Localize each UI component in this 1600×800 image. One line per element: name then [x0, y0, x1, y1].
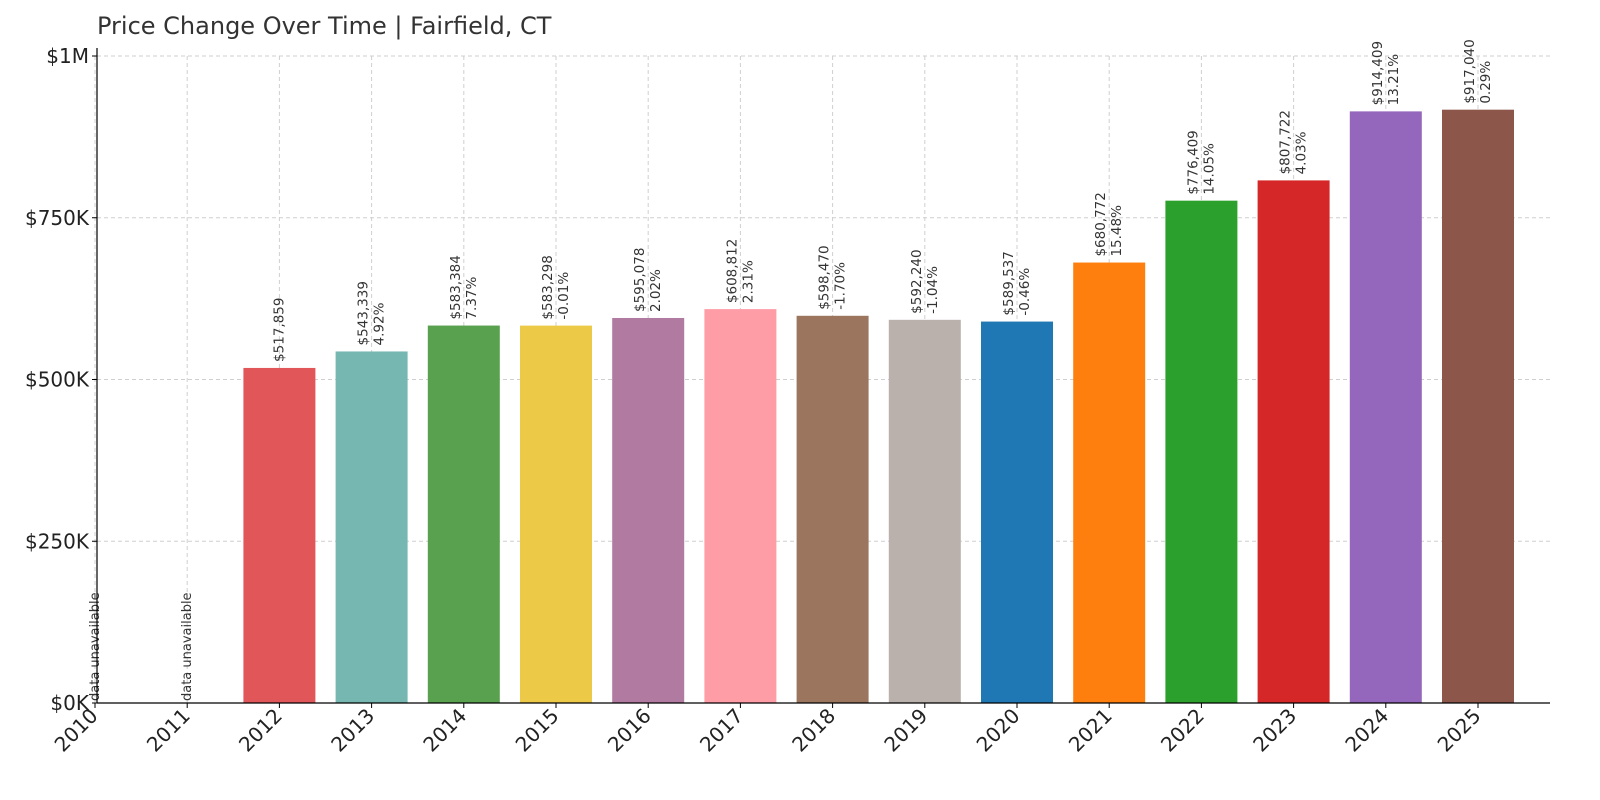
x-tick-label: 2024	[1340, 704, 1393, 757]
bar-2018	[796, 315, 869, 703]
x-tick-label: 2013	[326, 704, 379, 757]
value-label: $589,537	[1001, 251, 1017, 315]
y-tick-label: $500K	[25, 368, 90, 392]
bar-2016	[612, 317, 685, 703]
bar-2019	[888, 319, 961, 703]
change-label: -0.46%	[1017, 268, 1033, 316]
value-label: $517,859	[271, 298, 287, 362]
bar-2014	[427, 325, 500, 703]
unavailable-label: data unavailable	[180, 592, 195, 701]
bar-2015	[520, 325, 592, 703]
x-tick-label: 2021	[1064, 704, 1117, 757]
y-tick-label: $250K	[25, 529, 90, 553]
y-tick-label: $1M	[46, 44, 89, 68]
value-label: $917,040	[1462, 39, 1478, 103]
y-tick-label: $750K	[25, 206, 90, 230]
bar-2013	[335, 351, 408, 703]
change-label: 7.37%	[464, 276, 480, 319]
y-tick-label: $0K	[50, 691, 89, 715]
change-label: 14.05%	[1201, 143, 1217, 195]
unavailable-label: data unavailable	[88, 592, 103, 701]
change-label: -1.70%	[833, 262, 849, 310]
bar-2023	[1257, 180, 1330, 703]
x-tick-label: 2017	[695, 704, 748, 757]
value-label: $776,409	[1185, 130, 1201, 194]
x-tick-label: 2015	[511, 704, 564, 757]
value-label: $914,409	[1370, 41, 1386, 105]
x-tick-label: 2025	[1433, 704, 1486, 757]
value-label: $598,470	[817, 245, 833, 309]
x-tick-label: 2018	[787, 704, 840, 757]
change-label: 4.03%	[1294, 131, 1310, 174]
change-label: -1.04%	[925, 266, 941, 314]
value-label: $608,812	[724, 239, 740, 303]
x-tick-label: 2022	[1156, 704, 1209, 757]
value-label: $807,722	[1278, 110, 1294, 174]
change-label: 13.21%	[1386, 54, 1402, 106]
value-label: $595,078	[632, 248, 648, 312]
change-label: 4.92%	[372, 302, 388, 345]
change-label: 2.02%	[648, 269, 664, 312]
bar-2022	[1165, 200, 1238, 703]
value-label: $583,384	[448, 255, 464, 319]
bar-2017	[704, 309, 777, 703]
x-tick-label: 2019	[879, 704, 932, 757]
x-tick-label: 2014	[418, 704, 471, 757]
bar-2021	[1073, 262, 1146, 703]
data-labels: data unavailable data unavailable $517,859…	[88, 39, 1494, 701]
bars	[243, 109, 1514, 704]
x-tick-label: 2011	[142, 704, 195, 757]
value-label: $543,339	[356, 281, 372, 345]
chart-title: Price Change Over Time | Fairfield, CT	[97, 12, 552, 40]
bar-2012	[243, 367, 316, 703]
change-label: 2.31%	[740, 260, 756, 303]
x-tick-label: 2016	[603, 704, 656, 757]
bar-2020	[981, 321, 1053, 703]
bar-2024	[1349, 111, 1422, 703]
value-label: $592,240	[909, 249, 925, 313]
value-label: $583,298	[540, 255, 556, 319]
change-label: 15.48%	[1109, 205, 1125, 257]
x-tick-label: 2023	[1248, 704, 1301, 757]
x-tick-label: 2012	[234, 704, 287, 757]
change-label: -0.01%	[556, 272, 572, 320]
change-label: 0.29%	[1478, 61, 1494, 104]
x-tick-label: 2020	[972, 704, 1025, 757]
bar-2025	[1442, 109, 1514, 704]
value-label: $680,772	[1093, 192, 1109, 256]
